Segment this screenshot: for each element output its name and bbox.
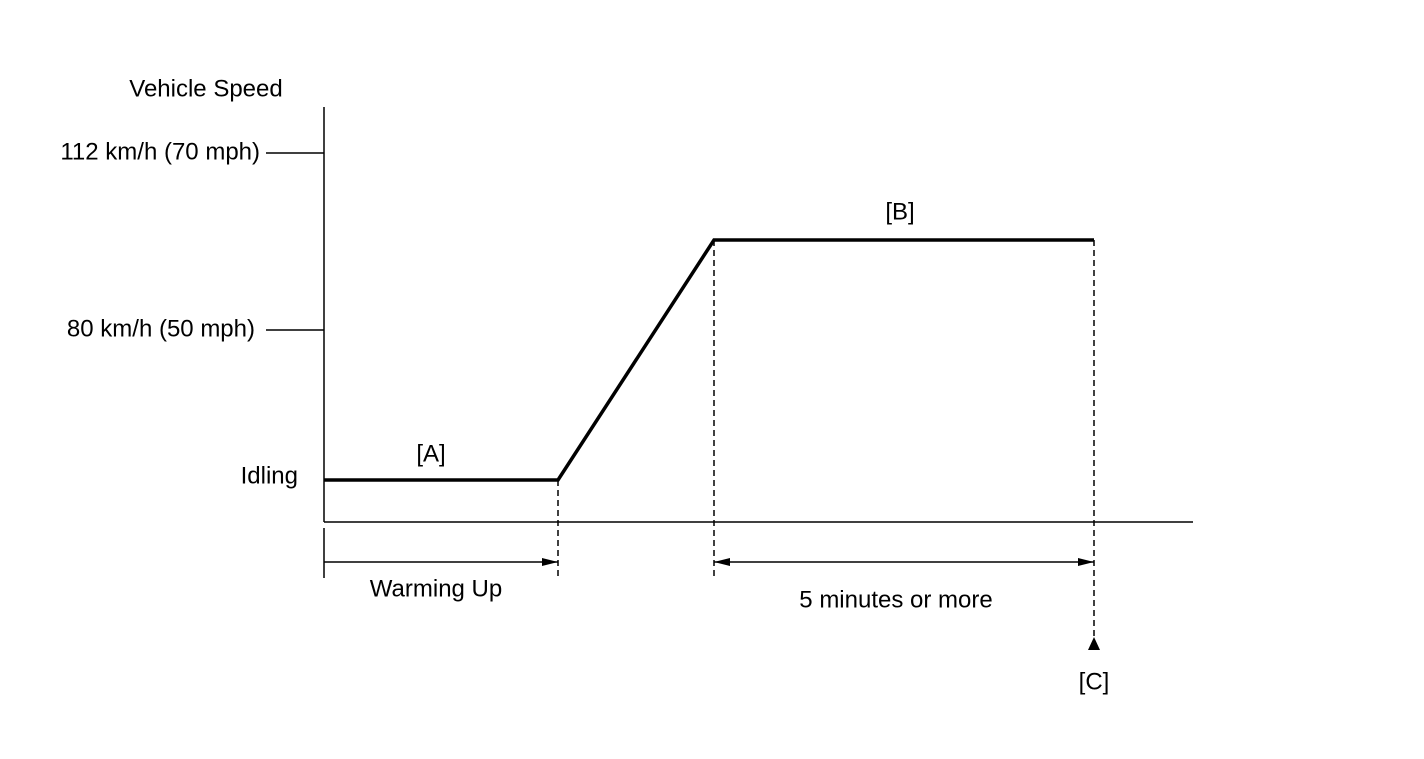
- marker-label: [C]: [1079, 668, 1110, 695]
- speed-profile: [324, 238, 1094, 482]
- interval-label: 5 minutes or more: [799, 586, 992, 613]
- axis-title: Vehicle Speed: [129, 75, 282, 102]
- interval-label: Warming Up: [370, 575, 502, 602]
- level-label: Idling: [241, 462, 298, 489]
- marker-triangle: [1088, 637, 1100, 650]
- level-label: 112 km/h (70 mph): [60, 138, 260, 165]
- segment-label: [B]: [885, 198, 914, 225]
- segment-label: [A]: [416, 440, 445, 467]
- level-label: 80 km/h (50 mph): [67, 315, 255, 342]
